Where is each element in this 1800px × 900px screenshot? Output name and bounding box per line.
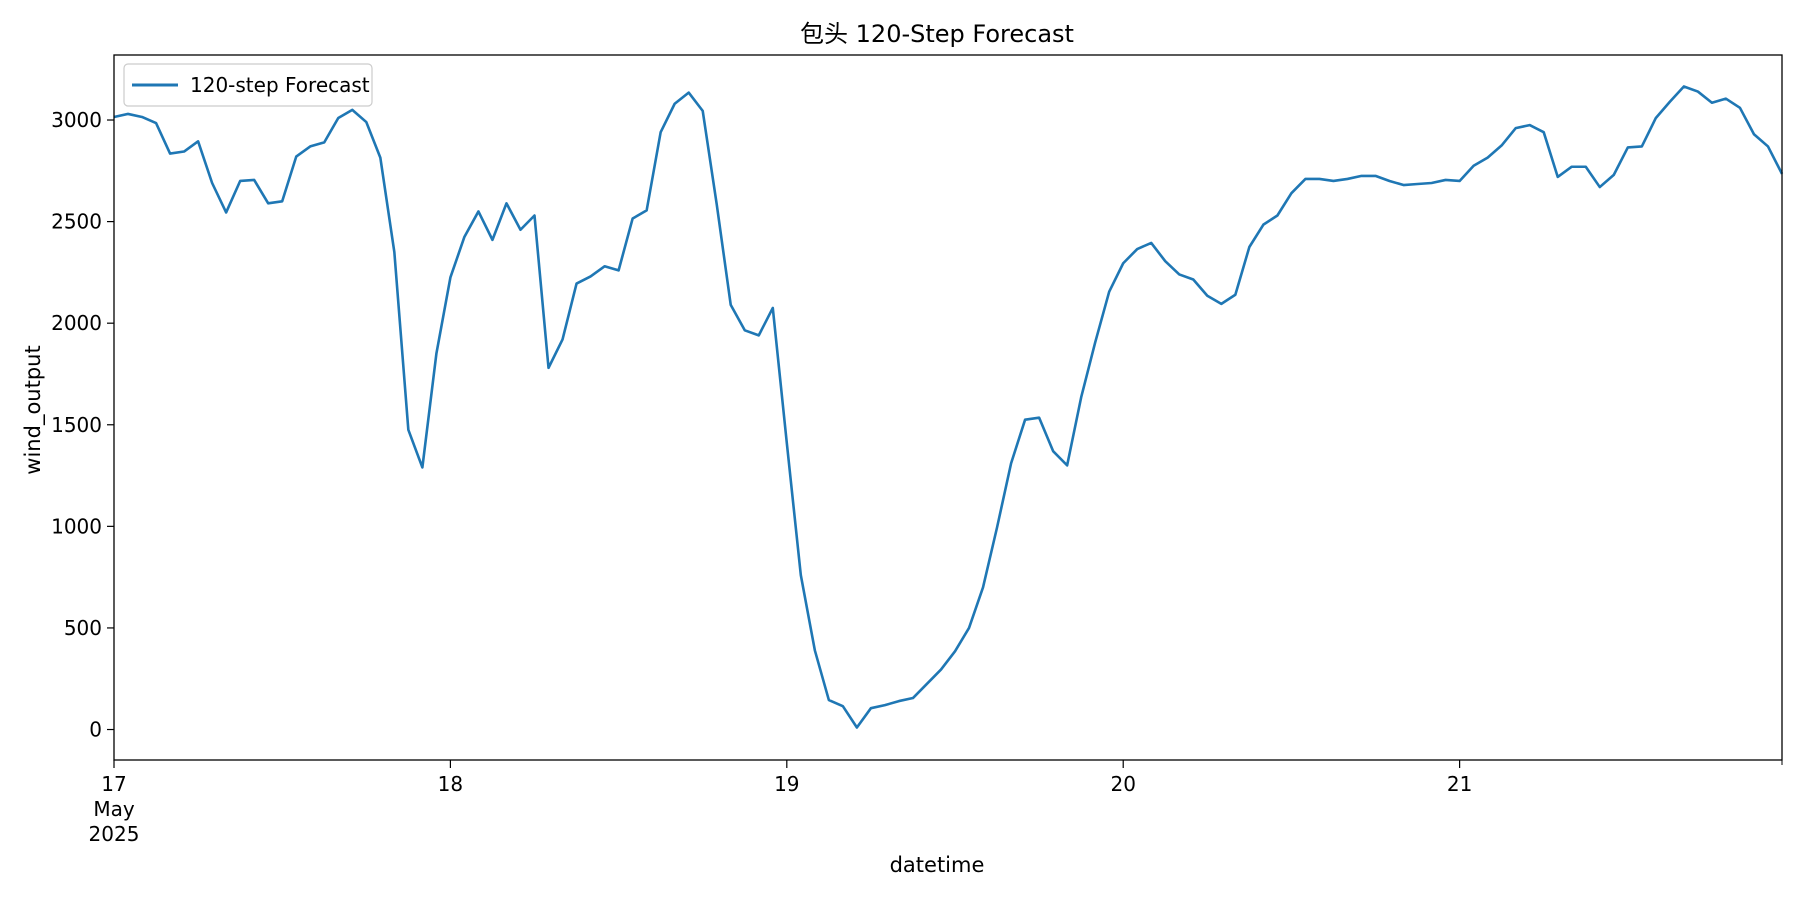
y-tick-label: 500 <box>64 616 102 640</box>
x-axis: 17 May 2025 18 19 20 21 <box>89 760 1783 846</box>
plot-area <box>113 85 1784 729</box>
plot-frame <box>113 54 1783 761</box>
legend-box <box>123 63 373 107</box>
y-tick-label: 1500 <box>51 413 102 437</box>
x-tick-label: 17 May 2025 <box>89 772 140 846</box>
y-tick-label: 3000 <box>51 108 102 132</box>
x-tick-label: 18 <box>438 772 463 796</box>
chart-title: 包头 120-Step Forecast <box>800 20 1074 48</box>
y-tick-label: 0 <box>89 718 102 742</box>
series-line-forecast <box>113 85 1784 729</box>
y-tick-label: 2000 <box>51 311 102 335</box>
y-tick-label: 1000 <box>51 514 102 538</box>
x-tick-label: 21 <box>1447 772 1472 796</box>
y-axis: 0 500 1000 1500 2000 2500 3000 <box>51 108 114 742</box>
x-axis-title: datetime <box>890 853 985 877</box>
y-tick-label: 2500 <box>51 210 102 234</box>
legend: 120-step Forecast <box>123 63 373 107</box>
y-axis-title: wind_output <box>21 345 46 474</box>
x-tick-label: 20 <box>1110 772 1135 796</box>
legend-label: 120-step Forecast <box>190 73 370 97</box>
x-tick-label: 19 <box>774 772 799 796</box>
